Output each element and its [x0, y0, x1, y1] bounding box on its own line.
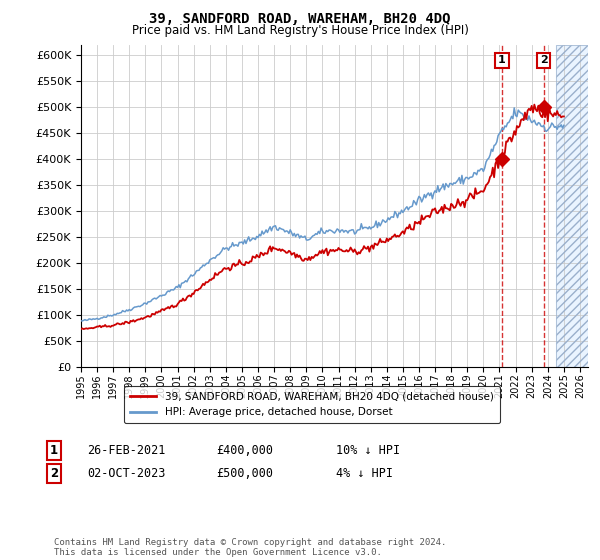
- Text: 2: 2: [540, 55, 548, 66]
- Text: 4% ↓ HPI: 4% ↓ HPI: [336, 466, 393, 480]
- Text: 2: 2: [50, 466, 58, 480]
- Text: 26-FEB-2021: 26-FEB-2021: [87, 444, 166, 458]
- Bar: [556, 45, 588, 367]
- Bar: [556, 45, 588, 367]
- Text: £500,000: £500,000: [216, 466, 273, 480]
- Text: 02-OCT-2023: 02-OCT-2023: [87, 466, 166, 480]
- Text: 1: 1: [50, 444, 58, 458]
- Text: 10% ↓ HPI: 10% ↓ HPI: [336, 444, 400, 458]
- Text: £400,000: £400,000: [216, 444, 273, 458]
- Text: Contains HM Land Registry data © Crown copyright and database right 2024.
This d: Contains HM Land Registry data © Crown c…: [54, 538, 446, 557]
- Text: 1: 1: [498, 55, 506, 66]
- Text: Price paid vs. HM Land Registry's House Price Index (HPI): Price paid vs. HM Land Registry's House …: [131, 24, 469, 36]
- Legend: 39, SANDFORD ROAD, WAREHAM, BH20 4DQ (detached house), HPI: Average price, detac: 39, SANDFORD ROAD, WAREHAM, BH20 4DQ (de…: [124, 386, 500, 423]
- Text: 39, SANDFORD ROAD, WAREHAM, BH20 4DQ: 39, SANDFORD ROAD, WAREHAM, BH20 4DQ: [149, 12, 451, 26]
